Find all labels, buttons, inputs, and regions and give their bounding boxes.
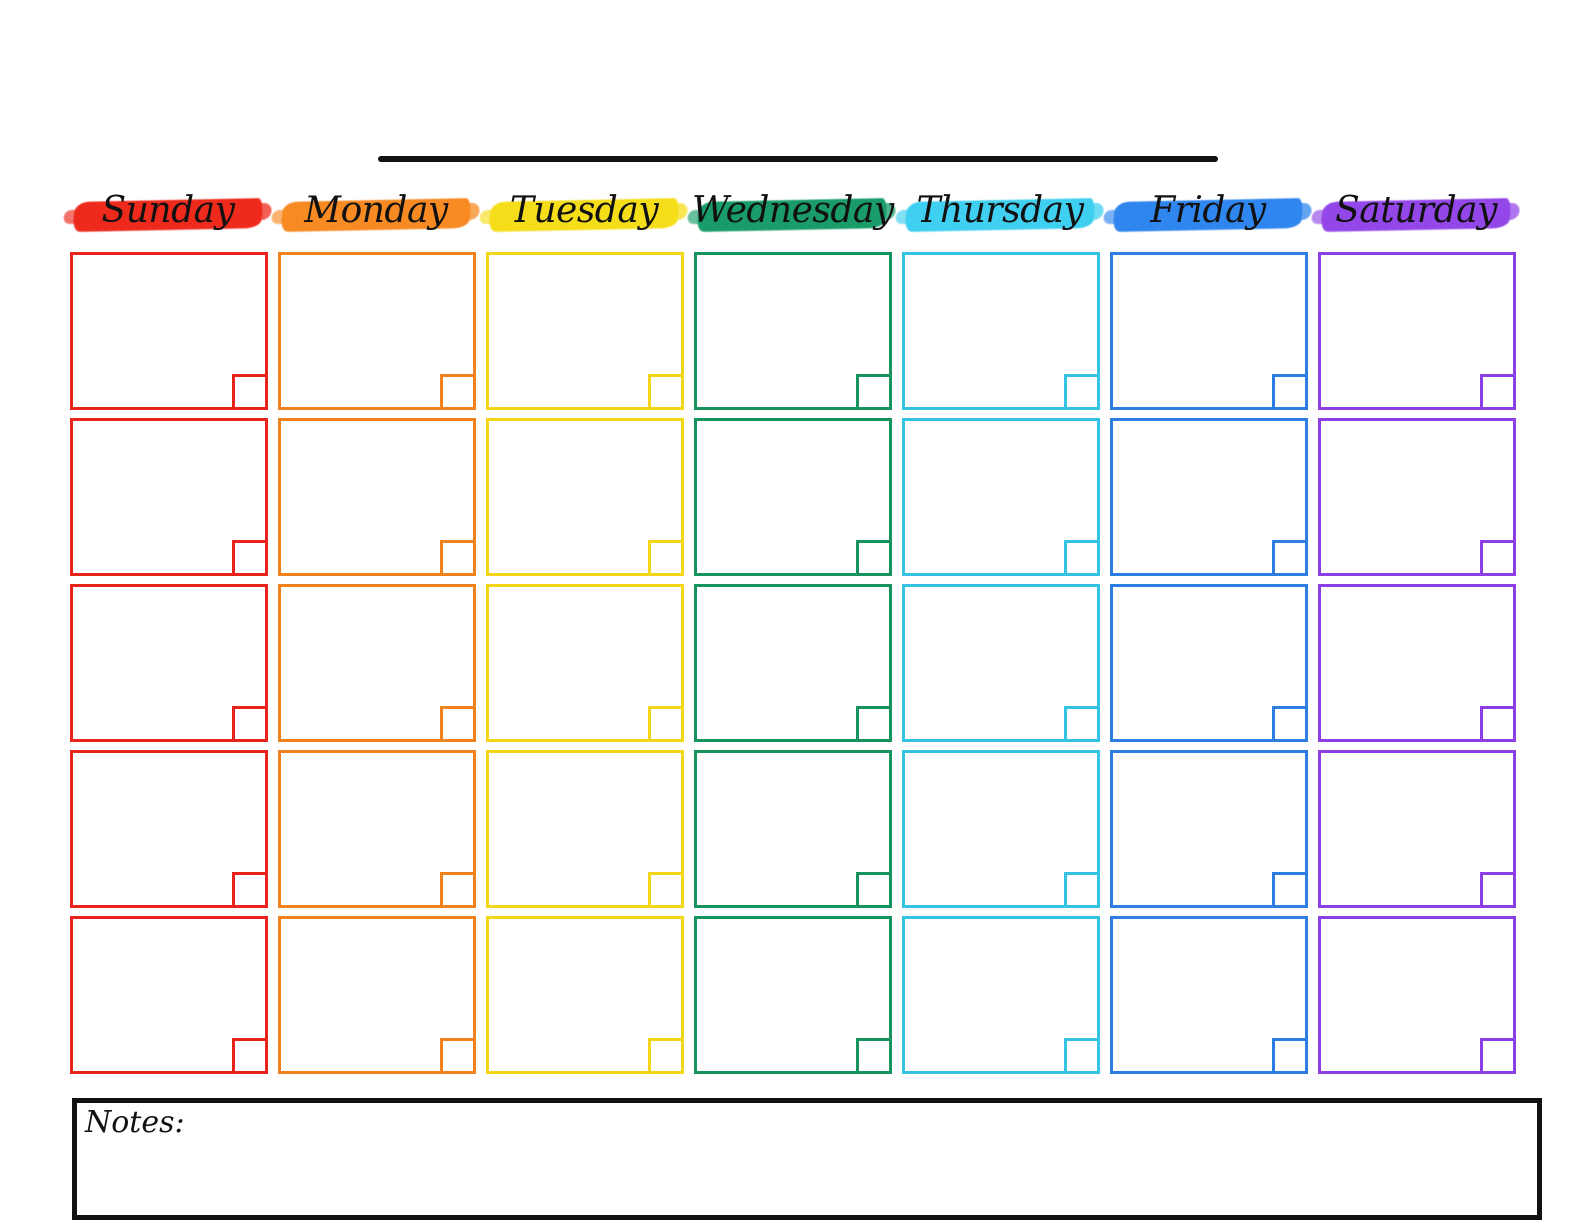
- day-label: Thursday: [916, 190, 1084, 231]
- date-number-box[interactable]: [1480, 1038, 1516, 1074]
- day-cell[interactable]: [1110, 418, 1308, 576]
- date-number-box[interactable]: [1480, 540, 1516, 576]
- date-number-box[interactable]: [1064, 706, 1100, 742]
- date-number-box[interactable]: [232, 1038, 268, 1074]
- date-number-box[interactable]: [856, 872, 892, 908]
- day-header-sunday: Sunday: [68, 180, 268, 240]
- day-cell[interactable]: [1110, 584, 1308, 742]
- day-cell[interactable]: [902, 750, 1100, 908]
- day-cell[interactable]: [278, 916, 476, 1074]
- date-number-box[interactable]: [232, 540, 268, 576]
- day-cell[interactable]: [902, 584, 1100, 742]
- date-number-box[interactable]: [1272, 1038, 1308, 1074]
- date-number-box[interactable]: [440, 540, 476, 576]
- day-cell[interactable]: [694, 916, 892, 1074]
- day-header-saturday: Saturday: [1316, 180, 1516, 240]
- date-number-box[interactable]: [1272, 706, 1308, 742]
- day-cell[interactable]: [1110, 252, 1308, 410]
- day-cell[interactable]: [70, 418, 268, 576]
- day-header-friday: Friday: [1108, 180, 1308, 240]
- date-number-box[interactable]: [856, 1038, 892, 1074]
- day-header-monday: Monday: [276, 180, 476, 240]
- day-cell[interactable]: [1110, 750, 1308, 908]
- day-label: Tuesday: [509, 190, 659, 231]
- day-cell[interactable]: [902, 418, 1100, 576]
- day-cell[interactable]: [70, 584, 268, 742]
- day-cell[interactable]: [694, 750, 892, 908]
- date-number-box[interactable]: [856, 540, 892, 576]
- day-cell[interactable]: [486, 916, 684, 1074]
- date-number-box[interactable]: [1272, 540, 1308, 576]
- date-number-box[interactable]: [1064, 872, 1100, 908]
- date-number-box[interactable]: [440, 1038, 476, 1074]
- date-number-box[interactable]: [1480, 872, 1516, 908]
- day-cell[interactable]: [278, 418, 476, 576]
- day-label: Saturday: [1335, 190, 1497, 231]
- day-cell[interactable]: [278, 584, 476, 742]
- day-label: Friday: [1150, 190, 1266, 231]
- date-number-box[interactable]: [232, 872, 268, 908]
- day-header-wednesday: Wednesday: [692, 180, 894, 240]
- day-cell[interactable]: [1318, 584, 1516, 742]
- day-cell[interactable]: [1318, 252, 1516, 410]
- day-cell[interactable]: [486, 418, 684, 576]
- date-number-box[interactable]: [440, 374, 476, 410]
- date-number-box[interactable]: [1064, 540, 1100, 576]
- day-cell[interactable]: [278, 252, 476, 410]
- day-cell[interactable]: [902, 252, 1100, 410]
- date-number-box[interactable]: [856, 374, 892, 410]
- date-number-box[interactable]: [1272, 374, 1308, 410]
- date-number-box[interactable]: [648, 1038, 684, 1074]
- day-header-thursday: Thursday: [900, 180, 1100, 240]
- day-label: Wednesday: [692, 190, 894, 231]
- date-number-box[interactable]: [648, 540, 684, 576]
- date-number-box[interactable]: [856, 706, 892, 742]
- day-cell[interactable]: [694, 252, 892, 410]
- day-cell[interactable]: [278, 750, 476, 908]
- day-cell[interactable]: [1318, 916, 1516, 1074]
- day-cell[interactable]: [694, 418, 892, 576]
- date-number-box[interactable]: [1064, 1038, 1100, 1074]
- date-number-box[interactable]: [648, 872, 684, 908]
- date-number-box[interactable]: [648, 706, 684, 742]
- month-title-line: [378, 156, 1218, 162]
- day-cell[interactable]: [70, 252, 268, 410]
- day-cell[interactable]: [1318, 418, 1516, 576]
- date-number-box[interactable]: [440, 872, 476, 908]
- day-cell[interactable]: [1318, 750, 1516, 908]
- day-cell[interactable]: [694, 584, 892, 742]
- date-number-box[interactable]: [648, 374, 684, 410]
- date-number-box[interactable]: [232, 374, 268, 410]
- day-label: Monday: [304, 190, 448, 231]
- notes-box[interactable]: Notes:: [72, 1098, 1542, 1220]
- day-header-tuesday: Tuesday: [484, 180, 684, 240]
- day-cell[interactable]: [486, 252, 684, 410]
- date-number-box[interactable]: [232, 706, 268, 742]
- day-cell[interactable]: [70, 916, 268, 1074]
- day-cell[interactable]: [486, 750, 684, 908]
- date-number-box[interactable]: [440, 706, 476, 742]
- day-label: Sunday: [101, 190, 235, 231]
- day-cell[interactable]: [1110, 916, 1308, 1074]
- date-number-box[interactable]: [1480, 706, 1516, 742]
- day-cell[interactable]: [70, 750, 268, 908]
- date-number-box[interactable]: [1064, 374, 1100, 410]
- date-number-box[interactable]: [1272, 872, 1308, 908]
- day-cell[interactable]: [902, 916, 1100, 1074]
- day-cell[interactable]: [486, 584, 684, 742]
- notes-label: Notes:: [85, 1105, 185, 1140]
- date-number-box[interactable]: [1480, 374, 1516, 410]
